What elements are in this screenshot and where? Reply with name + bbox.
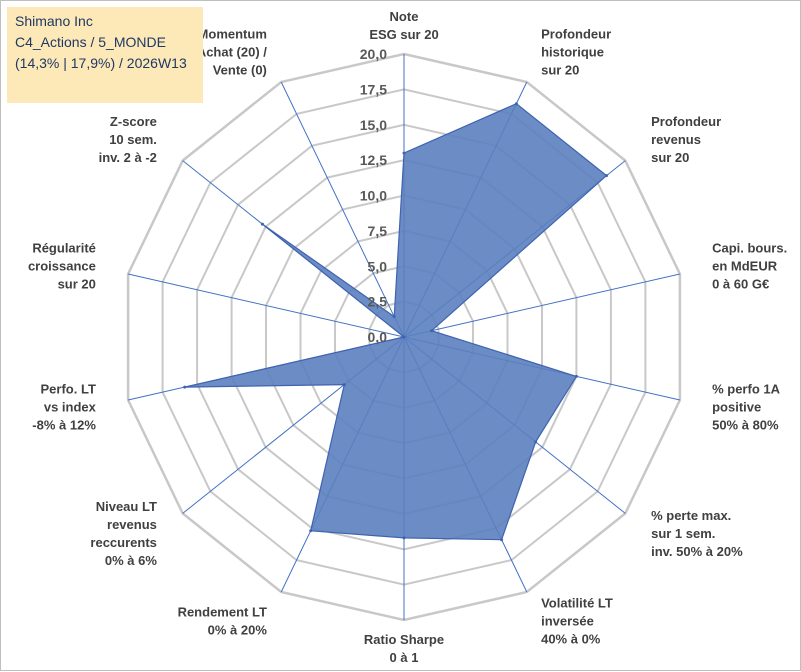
category-label-14: Momentum Achat (20) / Vente (0) [197, 26, 267, 77]
category-label-2: Profondeur historique sur 20 [541, 26, 611, 77]
series-area-1 [184, 103, 608, 541]
axis-spoke-14 [280, 81, 405, 338]
data-point-10 [342, 383, 346, 387]
category-label-11: Perfo. LT vs index -8% à 12% [32, 381, 96, 432]
category-label-13: Z-score 10 sem. inv. 2 à -2 [99, 114, 157, 165]
tick-label-6: 15,0 [360, 117, 387, 133]
tick-label-layer: 0,0 2,5 5,0 7,5 10,0 12,5 15,0 17,5 20,0 [360, 46, 387, 345]
axis-spoke-12 [127, 273, 405, 338]
category-label-6: % perte max. sur 1 sem. inv. 50% à 20% [651, 508, 743, 559]
data-point-3 [605, 174, 608, 178]
info-box: Shimano Inc C4_Actions / 5_MONDE (14,3% … [7, 7, 203, 103]
category-label-1: Note ESG sur 20 [369, 9, 438, 42]
tick-label-4: 10,0 [360, 188, 387, 204]
tick-label-3: 7,5 [368, 223, 388, 239]
category-label-3: Profondeur revenus sur 20 [651, 114, 721, 165]
data-point-6 [534, 440, 538, 444]
data-point-5 [574, 374, 578, 378]
category-label-5: % perfo 1A positive 50% à 80% [712, 381, 781, 432]
tick-label-5: 12,5 [360, 152, 387, 168]
data-point-14 [392, 315, 396, 319]
category-label-4: Capi. bours. en MdEUR 0 à 60 G€ [712, 241, 787, 292]
tick-label-1: 2,5 [368, 294, 388, 310]
category-label-9: Rendement LT 0% à 20% [178, 605, 268, 638]
data-point-7 [500, 538, 504, 542]
data-point-4 [430, 329, 434, 333]
data-point-9 [309, 529, 313, 533]
category-label-8: Ratio Sharpe 0 à 1 [364, 632, 444, 665]
data-point-12 [402, 335, 406, 339]
portfolio-category: C4_Actions / 5_MONDE [15, 34, 166, 50]
performance-period: (14,3% | 17,9%) / 2026W13 [15, 55, 187, 71]
tick-label-0: 0,0 [368, 329, 388, 345]
data-point-8 [402, 536, 406, 540]
data-point-1 [402, 151, 406, 155]
axis-spoke-4 [403, 273, 681, 338]
data-point-11 [183, 385, 187, 389]
series-layer [183, 102, 608, 542]
company-name: Shimano Inc [15, 13, 93, 29]
tick-label-2: 5,0 [368, 258, 388, 274]
category-label-layer: Note ESG sur 20 Profondeur historique sur 20… [28, 9, 787, 665]
data-point-2 [514, 102, 518, 106]
category-label-12: Régularité croissance sur 20 [28, 241, 96, 292]
tick-label-8: 20,0 [360, 46, 387, 62]
category-label-7: Volatilité LT inversée 40% à 0% [541, 596, 613, 647]
tick-label-7: 17,5 [360, 81, 387, 97]
category-label-10: Niveau LT revenus reccurents 0% à 6% [90, 499, 157, 568]
data-point-13 [260, 222, 264, 226]
